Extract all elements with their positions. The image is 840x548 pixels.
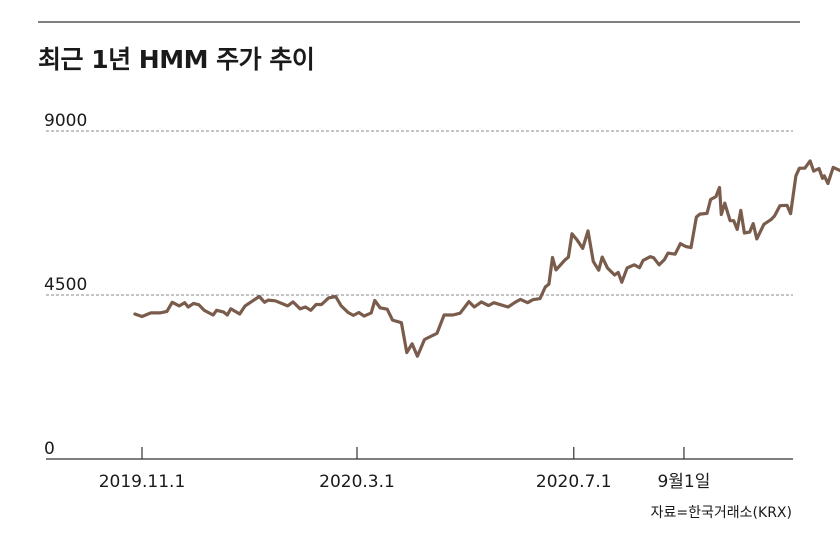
- y-tick-labels: 9000 4500 0: [44, 111, 87, 459]
- x-ticks: 2019.11.1 2020.3.1 2020.7.1 9월1일: [99, 447, 710, 492]
- x-tick-label: 2020.3.1: [319, 472, 395, 492]
- y-tick-label: 4500: [44, 275, 87, 295]
- x-tick-label: 2019.11.1: [99, 472, 186, 492]
- chart-title: 최근 1년 HMM 주가 추이: [38, 45, 315, 74]
- series-layer: [133, 159, 840, 358]
- series-line: [133, 159, 840, 358]
- x-tick-label: 9월1일: [657, 472, 710, 492]
- x-tick-label: 2020.7.1: [536, 472, 612, 492]
- y-tick-label: 9000: [44, 111, 87, 131]
- source-note: 자료=한국거래소(KRX): [650, 505, 792, 521]
- y-tick-label: 0: [44, 439, 55, 459]
